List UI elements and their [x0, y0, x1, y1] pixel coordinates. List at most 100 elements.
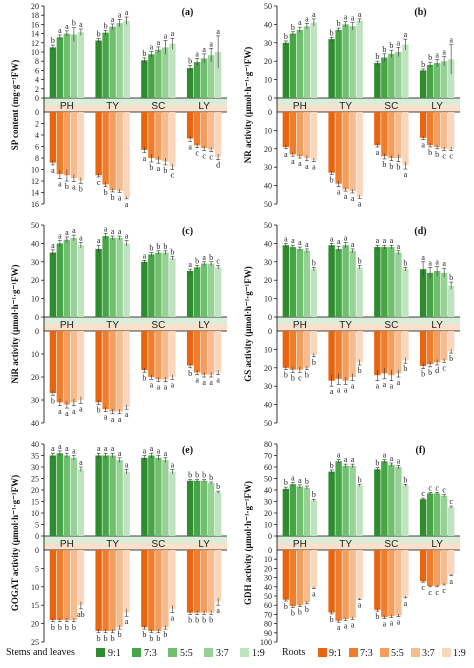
sig-letter: b	[209, 253, 213, 262]
sig-letter: a	[125, 617, 129, 626]
sig-letter: a	[284, 234, 288, 243]
sig-letter: c	[171, 171, 175, 180]
bar-roots	[335, 550, 342, 621]
bar-roots	[63, 112, 71, 176]
sig-letter: a	[358, 10, 362, 19]
bar-stems	[342, 465, 349, 536]
panel-label: (b)	[414, 7, 426, 18]
bar-roots	[447, 331, 455, 352]
sig-letter: b	[195, 615, 199, 624]
bar-roots	[214, 550, 222, 602]
bar-roots	[56, 550, 64, 620]
tick-label: 10	[264, 521, 272, 530]
bar-stems	[207, 263, 215, 317]
tick-label: 30	[31, 258, 39, 267]
bar-stems	[296, 29, 304, 99]
bar-stems	[402, 44, 409, 98]
bar-roots	[169, 112, 176, 167]
bar-stems	[433, 271, 441, 317]
bar-stems	[123, 243, 130, 317]
bar-roots	[289, 331, 297, 370]
bar-roots	[395, 112, 402, 158]
bar-roots	[207, 112, 215, 150]
sig-letter: c	[421, 583, 425, 592]
sig-letter: b	[337, 19, 341, 28]
tick-label: 30	[264, 163, 272, 172]
sig-letter: a	[150, 380, 154, 389]
sig-letter: a	[337, 451, 341, 460]
sig-letter: b	[449, 273, 453, 282]
sig-letter: a	[305, 14, 309, 23]
sig-letter: a	[157, 383, 161, 392]
bar-roots	[95, 112, 102, 176]
tick-label: 20	[264, 509, 272, 518]
legend-swatch-roots	[380, 648, 389, 657]
sig-letter: b	[382, 160, 386, 169]
tick-label: 80	[264, 620, 272, 629]
bar-stems	[70, 34, 78, 98]
bar-stems	[328, 245, 335, 317]
tick-label: 0	[35, 532, 39, 541]
sig-letter: a	[58, 442, 62, 451]
bar-stems	[109, 455, 116, 536]
category-label: TY	[106, 539, 119, 550]
sig-letter: a	[442, 48, 446, 57]
bar-roots	[193, 112, 201, 146]
bar-stems	[141, 457, 148, 536]
sig-letter: b	[97, 406, 101, 415]
bar-roots	[328, 550, 335, 613]
bar-roots	[289, 550, 297, 607]
legend-swatch-roots	[442, 648, 451, 657]
tick-label: 30	[264, 498, 272, 507]
sig-letter: a	[449, 36, 453, 45]
bar-roots	[70, 550, 78, 620]
tick-label: 50	[264, 592, 272, 601]
bar-stems	[356, 267, 363, 317]
bar-stems	[95, 40, 102, 98]
sig-letter: a	[312, 590, 316, 599]
sig-letter: b	[389, 41, 393, 50]
bar-stems	[169, 471, 176, 536]
bar-roots	[402, 112, 409, 166]
sig-letter: a	[337, 385, 341, 394]
sig-letter: a	[65, 444, 69, 453]
bar-stems	[207, 55, 215, 98]
tick-label: 20	[31, 620, 39, 629]
tick-label: 70	[264, 610, 272, 619]
panel-b: 0 10 20 30 40 50 10 20 30 40 50 0 NR activity (μmol·…	[243, 2, 460, 209]
bar-roots	[374, 550, 381, 610]
sig-letter: b	[188, 615, 192, 624]
bar-roots	[419, 550, 427, 582]
panel-e: 0 5 10 15 20 25 30 35 40 5 10 15 20 25 0 GOGAT activity…	[10, 440, 227, 647]
bar-stems	[342, 24, 349, 98]
tick-label: 50	[264, 419, 272, 428]
bar-roots	[123, 550, 130, 613]
y-axis-label: GDH activity (μmol·h⁻¹·g⁻¹FW)	[243, 481, 253, 605]
category-label: SC	[151, 320, 165, 331]
bar-stems	[296, 486, 304, 536]
sig-letter: b	[284, 478, 288, 487]
legend-ratio-label: 9:1	[108, 648, 121, 659]
tick-label: 0	[35, 313, 39, 322]
bar-stems	[289, 484, 297, 536]
tick-label: 50	[31, 221, 39, 230]
sig-letter: b	[149, 244, 153, 253]
bar-stems	[356, 485, 363, 536]
bar-stems	[296, 248, 304, 317]
sig-letter: b	[403, 475, 407, 484]
bar-stems	[148, 455, 155, 536]
bar-roots	[207, 550, 215, 613]
panel-f: 010203040506070801020304050607080901000G…	[243, 440, 460, 647]
bar-stems	[447, 285, 455, 317]
bar-roots	[356, 331, 363, 363]
tick-label: 40	[31, 239, 39, 248]
sig-letter: a	[51, 444, 55, 453]
category-label: TY	[106, 320, 119, 331]
y-axis-label: GS activity (μmol·h⁻¹·g⁻¹FW)	[243, 266, 253, 382]
sig-letter: a	[421, 253, 425, 262]
bar-stems	[395, 252, 402, 317]
sig-letter: a	[404, 30, 408, 39]
sig-letter: a	[404, 170, 408, 179]
category-label: SC	[151, 539, 165, 550]
legend-ratio-label: 7:3	[144, 648, 157, 659]
